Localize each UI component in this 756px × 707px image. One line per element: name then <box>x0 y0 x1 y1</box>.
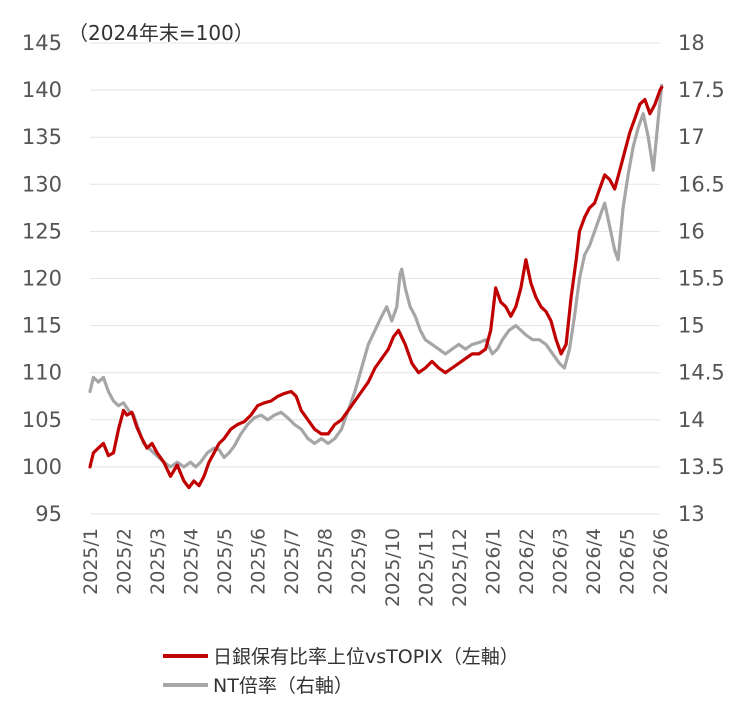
left-tick-label: 145 <box>22 31 62 55</box>
x-tick-label: 2025/9 <box>348 528 370 595</box>
left-tick-label: 100 <box>22 455 62 479</box>
x-tick-label: 2026/2 <box>516 528 538 595</box>
x-axis-ticks: 2025/1 2025/2 2025/3 2025/4 2025/5 2025/6 2025… <box>80 528 672 607</box>
right-tick-label: 14.5 <box>678 361 725 385</box>
right-tick-label: 17 <box>678 125 705 149</box>
right-tick-label: 15.5 <box>678 267 725 291</box>
x-tick-label: 2026/1 <box>482 528 504 595</box>
right-tick-label: 13.5 <box>678 455 725 479</box>
legend: 日銀保有比率上位vsTOPIX（左軸） NT倍率（右軸） <box>163 646 519 697</box>
x-tick-label: 2025/11 <box>415 528 437 607</box>
right-tick-label: 17.5 <box>678 78 725 102</box>
left-axis-ticks: 95 100 105 110 115 120 125 130 135 140 145 <box>22 31 62 526</box>
x-tick-label: 2025/3 <box>147 528 169 595</box>
x-tick-label: 2025/12 <box>449 528 471 607</box>
left-tick-label: 135 <box>22 125 62 149</box>
series-line-0 <box>88 85 664 490</box>
x-tick-label: 2025/2 <box>114 528 136 595</box>
right-tick-label: 18 <box>678 31 705 55</box>
x-tick-label: 2025/1 <box>80 528 102 595</box>
left-tick-label: 120 <box>22 267 62 291</box>
x-tick-label: 2025/4 <box>181 528 203 595</box>
right-tick-label: 16.5 <box>678 172 725 196</box>
right-tick-label: 15 <box>678 314 705 338</box>
baseline-note: （2024年末=100） <box>68 21 254 45</box>
series-line-1 <box>88 83 664 469</box>
left-tick-label: 130 <box>22 172 62 196</box>
left-tick-label: 115 <box>22 314 62 338</box>
right-axis-ticks: 13 13.5 14 14.5 15 15.5 16 16.5 17 17.5 18 <box>678 31 725 526</box>
left-tick-label: 110 <box>22 361 62 385</box>
x-tick-label: 2025/6 <box>248 528 270 595</box>
x-tick-label: 2025/8 <box>315 528 337 595</box>
x-tick-label: 2026/5 <box>616 528 638 595</box>
left-tick-label: 140 <box>22 78 62 102</box>
x-tick-label: 2025/7 <box>281 528 303 595</box>
x-tick-label: 2025/10 <box>382 528 404 607</box>
legend-label: 日銀保有比率上位vsTOPIX（左軸） <box>213 646 519 668</box>
series-layer <box>88 83 664 490</box>
left-tick-label: 105 <box>22 408 62 432</box>
right-tick-label: 14 <box>678 408 705 432</box>
right-tick-label: 13 <box>678 502 705 526</box>
legend-label: NT倍率（右軸） <box>213 675 353 697</box>
x-tick-label: 2025/5 <box>214 528 236 595</box>
left-tick-label: 125 <box>22 219 62 243</box>
right-tick-label: 16 <box>678 219 705 243</box>
x-tick-label: 2026/4 <box>583 528 605 595</box>
x-tick-label: 2026/6 <box>650 528 672 595</box>
left-tick-label: 95 <box>35 502 62 526</box>
x-tick-label: 2026/3 <box>549 528 571 595</box>
